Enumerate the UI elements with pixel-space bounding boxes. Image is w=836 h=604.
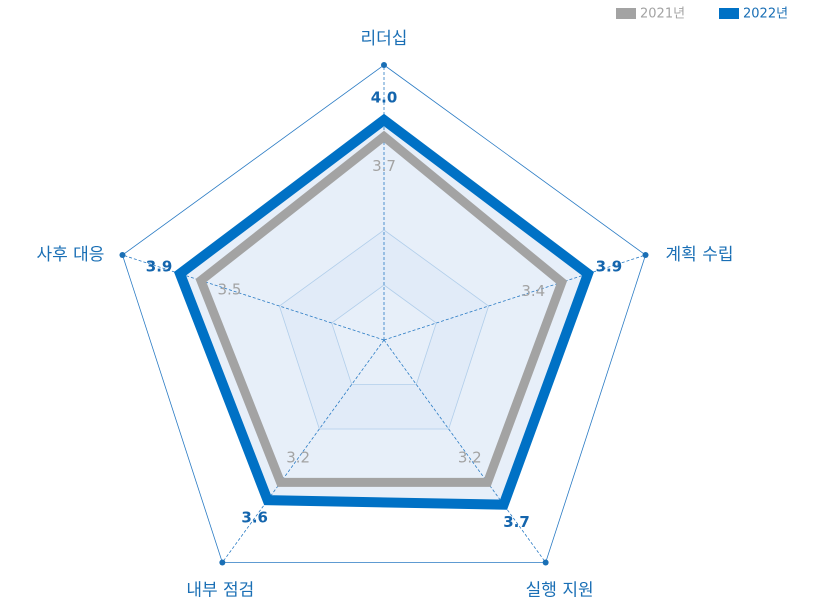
series-line bbox=[173, 113, 594, 510]
category-label: 계획 수립 bbox=[666, 245, 734, 265]
category-label: 실행 지원 bbox=[526, 580, 594, 600]
axis-dot bbox=[542, 559, 549, 566]
value-label: 3.9 bbox=[146, 257, 173, 275]
value-label: 3.2 bbox=[458, 449, 482, 467]
category-label: 사후 대응 bbox=[36, 245, 104, 265]
axis-line bbox=[383, 339, 546, 563]
axis-dot bbox=[381, 62, 387, 68]
category-label: 리더십 bbox=[361, 29, 408, 49]
legend-label: 2021년 bbox=[640, 7, 685, 22]
axis-dot bbox=[219, 559, 226, 566]
value-label: 3.6 bbox=[241, 508, 268, 526]
axis-line bbox=[222, 339, 385, 563]
series-line bbox=[195, 130, 568, 487]
legend-swatch bbox=[719, 8, 739, 19]
category-label: 내부 점검 bbox=[186, 580, 254, 600]
axis-dot bbox=[119, 252, 126, 259]
value-label: 3.7 bbox=[503, 513, 530, 531]
value-label: 3.7 bbox=[372, 157, 396, 175]
value-label: 4.0 bbox=[371, 89, 398, 107]
legend-swatch bbox=[616, 8, 636, 19]
value-label: 3.2 bbox=[286, 449, 310, 467]
value-label: 3.5 bbox=[218, 280, 242, 298]
grid-line bbox=[121, 64, 647, 563]
axis-dot bbox=[642, 252, 649, 259]
axis-line bbox=[122, 254, 385, 341]
axis-line bbox=[383, 254, 646, 341]
legend-label: 2022년 bbox=[743, 7, 788, 22]
value-label: 3.4 bbox=[521, 282, 545, 300]
value-label: 3.9 bbox=[596, 257, 623, 275]
